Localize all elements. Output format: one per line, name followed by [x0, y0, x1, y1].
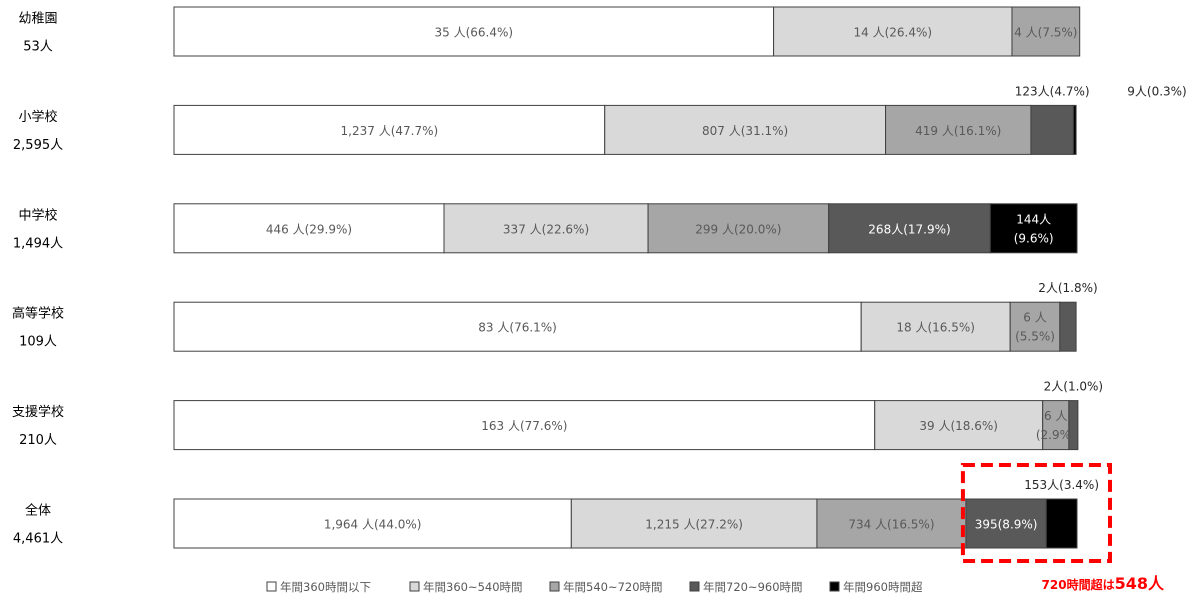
bars — [173, 6, 1081, 549]
legend-swatch — [266, 581, 277, 592]
data-label: 4 人(7.5%) — [1014, 26, 1077, 40]
data-label: 1,964 人(44.0%) — [324, 518, 422, 532]
bar-segment — [989, 203, 1078, 254]
data-label: 446 人(29.9%) — [266, 222, 352, 236]
data-label: 18 人(16.5%) — [896, 321, 975, 335]
data-label: 1,237 人(47.7%) — [341, 124, 439, 138]
legend-label: 年間360時間以下 — [280, 580, 371, 594]
bar-segment — [965, 498, 1047, 549]
legend-label: 年間540~720時間 — [563, 580, 663, 594]
legend-swatch — [549, 581, 560, 592]
data-label: 395(8.9%) — [975, 518, 1038, 532]
data-label: 39 人(18.6%) — [919, 419, 998, 433]
data-labels: 35 人(66.4%) 14 人(26.4%) 4 人(7.5%) 1,237 人(4… — [266, 26, 1187, 532]
category-label: 中学校 — [18, 207, 57, 223]
bar-segment — [570, 498, 818, 549]
bar-segment — [173, 498, 572, 549]
category-total: 4,461人 — [13, 532, 63, 547]
legend: 年間360時間以下 年間360~540時間 年間540~720時間 年間720~960… — [266, 580, 923, 594]
data-label: 268人(17.9%) — [868, 222, 950, 236]
bar-segment — [1068, 400, 1079, 451]
legend-swatch — [829, 581, 840, 592]
data-label: 14 人(26.4%) — [853, 26, 932, 40]
category-label: 高等学校 — [12, 306, 64, 322]
bar-segment — [173, 203, 445, 254]
bar-segment — [1009, 301, 1061, 352]
bar-segment — [173, 104, 606, 155]
annotation-text: 720時間超は548人 — [1042, 574, 1165, 593]
category-label: 支援学校 — [12, 404, 64, 420]
data-label: 1,215 人(27.2%) — [645, 518, 743, 532]
bar-segment — [173, 400, 876, 451]
data-label: 2人(1.0%) — [1044, 380, 1104, 394]
data-label: 144人 — [1016, 212, 1051, 226]
data-label: 299 人(20.0%) — [695, 222, 781, 236]
data-label: 419 人(16.1%) — [915, 124, 1001, 138]
data-label: 83 人(76.1%) — [478, 321, 557, 335]
data-label: 2人(1.8%) — [1038, 281, 1098, 295]
data-label: 6 人 — [1023, 311, 1046, 325]
category-total: 210人 — [19, 433, 57, 448]
category-label: 全体 — [25, 503, 51, 519]
annotation-value: 548人 — [1115, 574, 1165, 593]
bar-segment — [1045, 498, 1078, 549]
category-total: 1,494人 — [13, 236, 63, 251]
data-label: 6 人 — [1044, 409, 1067, 423]
data-label: 9人(0.3%) — [1127, 84, 1187, 98]
bar-segment — [1042, 400, 1070, 451]
bar-segment — [860, 301, 1011, 352]
data-label: 123人(4.7%) — [1015, 84, 1090, 98]
category-total: 2,595人 — [13, 138, 63, 153]
data-label: 807 人(31.1%) — [702, 124, 788, 138]
legend-swatch — [409, 581, 420, 592]
bar-segment — [1011, 6, 1081, 57]
bar-segment — [443, 203, 649, 254]
legend-swatch — [689, 581, 700, 592]
category-label: 幼稚園 — [18, 12, 57, 27]
data-label: 734 人(16.5%) — [848, 518, 934, 532]
category-label: 小学校 — [18, 109, 57, 125]
bar-segment — [1072, 104, 1077, 155]
legend-label: 年間360~540時間 — [423, 580, 523, 594]
data-label: 163 人(77.6%) — [481, 419, 567, 433]
bar-segment — [173, 6, 775, 57]
bar-segment — [1059, 301, 1077, 352]
bar-segment — [885, 104, 1032, 155]
bar-segment — [1030, 104, 1074, 155]
data-label: 153人(3.4%) — [1024, 478, 1099, 492]
data-label: (9.6%) — [1014, 231, 1054, 245]
bar-segment — [828, 203, 991, 254]
bar-segment — [647, 203, 830, 254]
data-label: (5.5%) — [1015, 330, 1055, 344]
bar-segment — [773, 6, 1013, 57]
data-label: 35 人(66.4%) — [435, 26, 514, 40]
data-label: 337 人(22.6%) — [503, 222, 589, 236]
bar-segment — [816, 498, 967, 549]
legend-label: 年間960時間超 — [843, 580, 923, 594]
category-total: 53人 — [23, 40, 53, 55]
bar-segment — [604, 104, 887, 155]
data-label: (2.9%) — [1036, 428, 1076, 442]
legend-label: 年間720~960時間 — [703, 580, 803, 594]
category-total: 109人 — [19, 335, 57, 350]
highlight-box — [960, 463, 1113, 563]
bar-segment — [874, 400, 1044, 451]
annotation-label: 720時間超は — [1042, 577, 1115, 592]
